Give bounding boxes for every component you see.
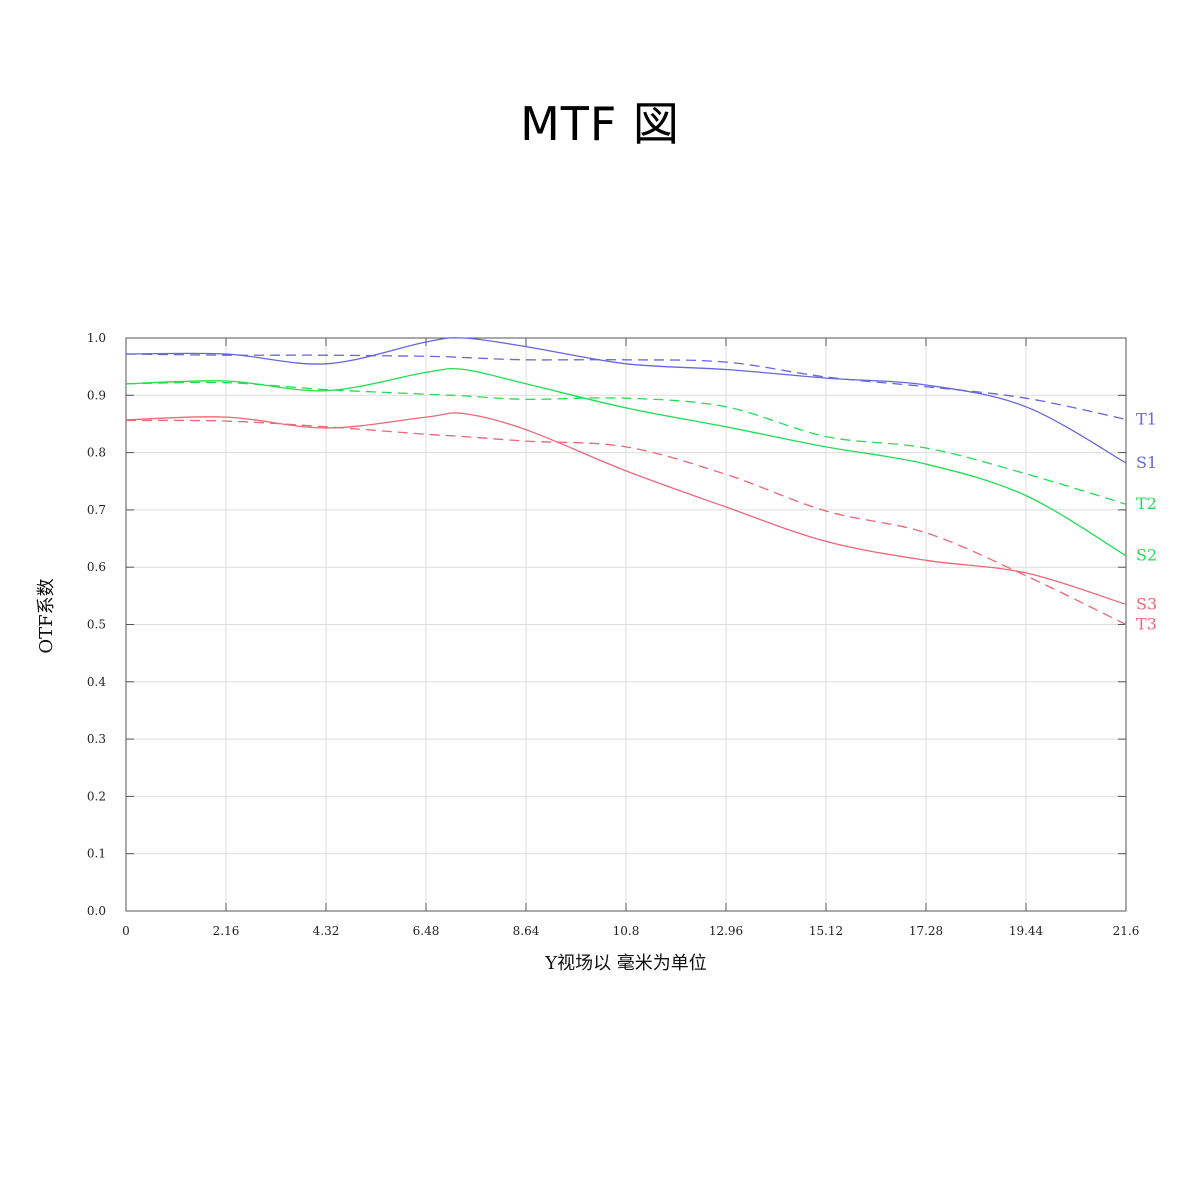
- series-label-t1: T1: [1136, 409, 1157, 428]
- y-tick-label: 0.3: [87, 732, 106, 746]
- page-title: MTF 図: [520, 97, 680, 151]
- y-tick-label: 0.6: [87, 560, 106, 574]
- x-tick-label: 15.12: [809, 924, 843, 938]
- tick-marks: 0 2.16 4.32 6.48 8.64 10.8 12.96 15.12 17.28 19.4…: [87, 331, 1139, 938]
- x-tick-label: 10.8: [613, 924, 640, 938]
- y-tick-label: 0.2: [87, 789, 106, 803]
- x-tick-label: 4.32: [313, 924, 340, 938]
- x-tick-label: 6.48: [413, 924, 440, 938]
- series-label-s1: S1: [1136, 453, 1157, 472]
- x-axis-label: Y视场以 毫米为单位: [544, 953, 707, 974]
- series-line-s3: [125, 412, 1127, 606]
- series-label-t3: T3: [1136, 615, 1157, 634]
- series-line-t2: [125, 381, 1127, 505]
- x-tick-label: 19.44: [1009, 924, 1044, 938]
- series-line-s1: [125, 337, 1127, 464]
- series-lines: [125, 337, 1127, 626]
- y-tick-label: 0.8: [87, 446, 106, 460]
- x-tick-label: 21.6: [1113, 924, 1140, 938]
- y-tick-label: 0.7: [87, 503, 106, 517]
- x-tick-label: 2.16: [213, 924, 240, 938]
- y-tick-label: 0.4: [87, 675, 106, 689]
- x-tick-label: 12.96: [709, 924, 743, 938]
- y-tick-label: 0.9: [87, 388, 106, 402]
- series-line-s2: [125, 367, 1127, 557]
- series-label-s3: S3: [1136, 594, 1157, 613]
- y-axis-label: OTF系数: [36, 578, 57, 653]
- series-line-t3: [125, 419, 1127, 626]
- series-label-t2: T2: [1136, 494, 1157, 513]
- y-tick-label: 0.1: [87, 847, 106, 861]
- series-label-s2: S2: [1136, 546, 1157, 565]
- y-tick-label: 0.0: [87, 904, 106, 918]
- series-labels: T1 S1 T2 S2 S3 T3: [1136, 409, 1157, 633]
- x-tick-label: 8.64: [513, 924, 540, 938]
- series-line-t1: [125, 353, 1127, 421]
- x-tick-label: 17.28: [909, 924, 943, 938]
- x-tick-label: 0: [122, 924, 130, 938]
- y-tick-label: 0.5: [87, 618, 106, 632]
- y-tick-label: 1.0: [87, 331, 106, 345]
